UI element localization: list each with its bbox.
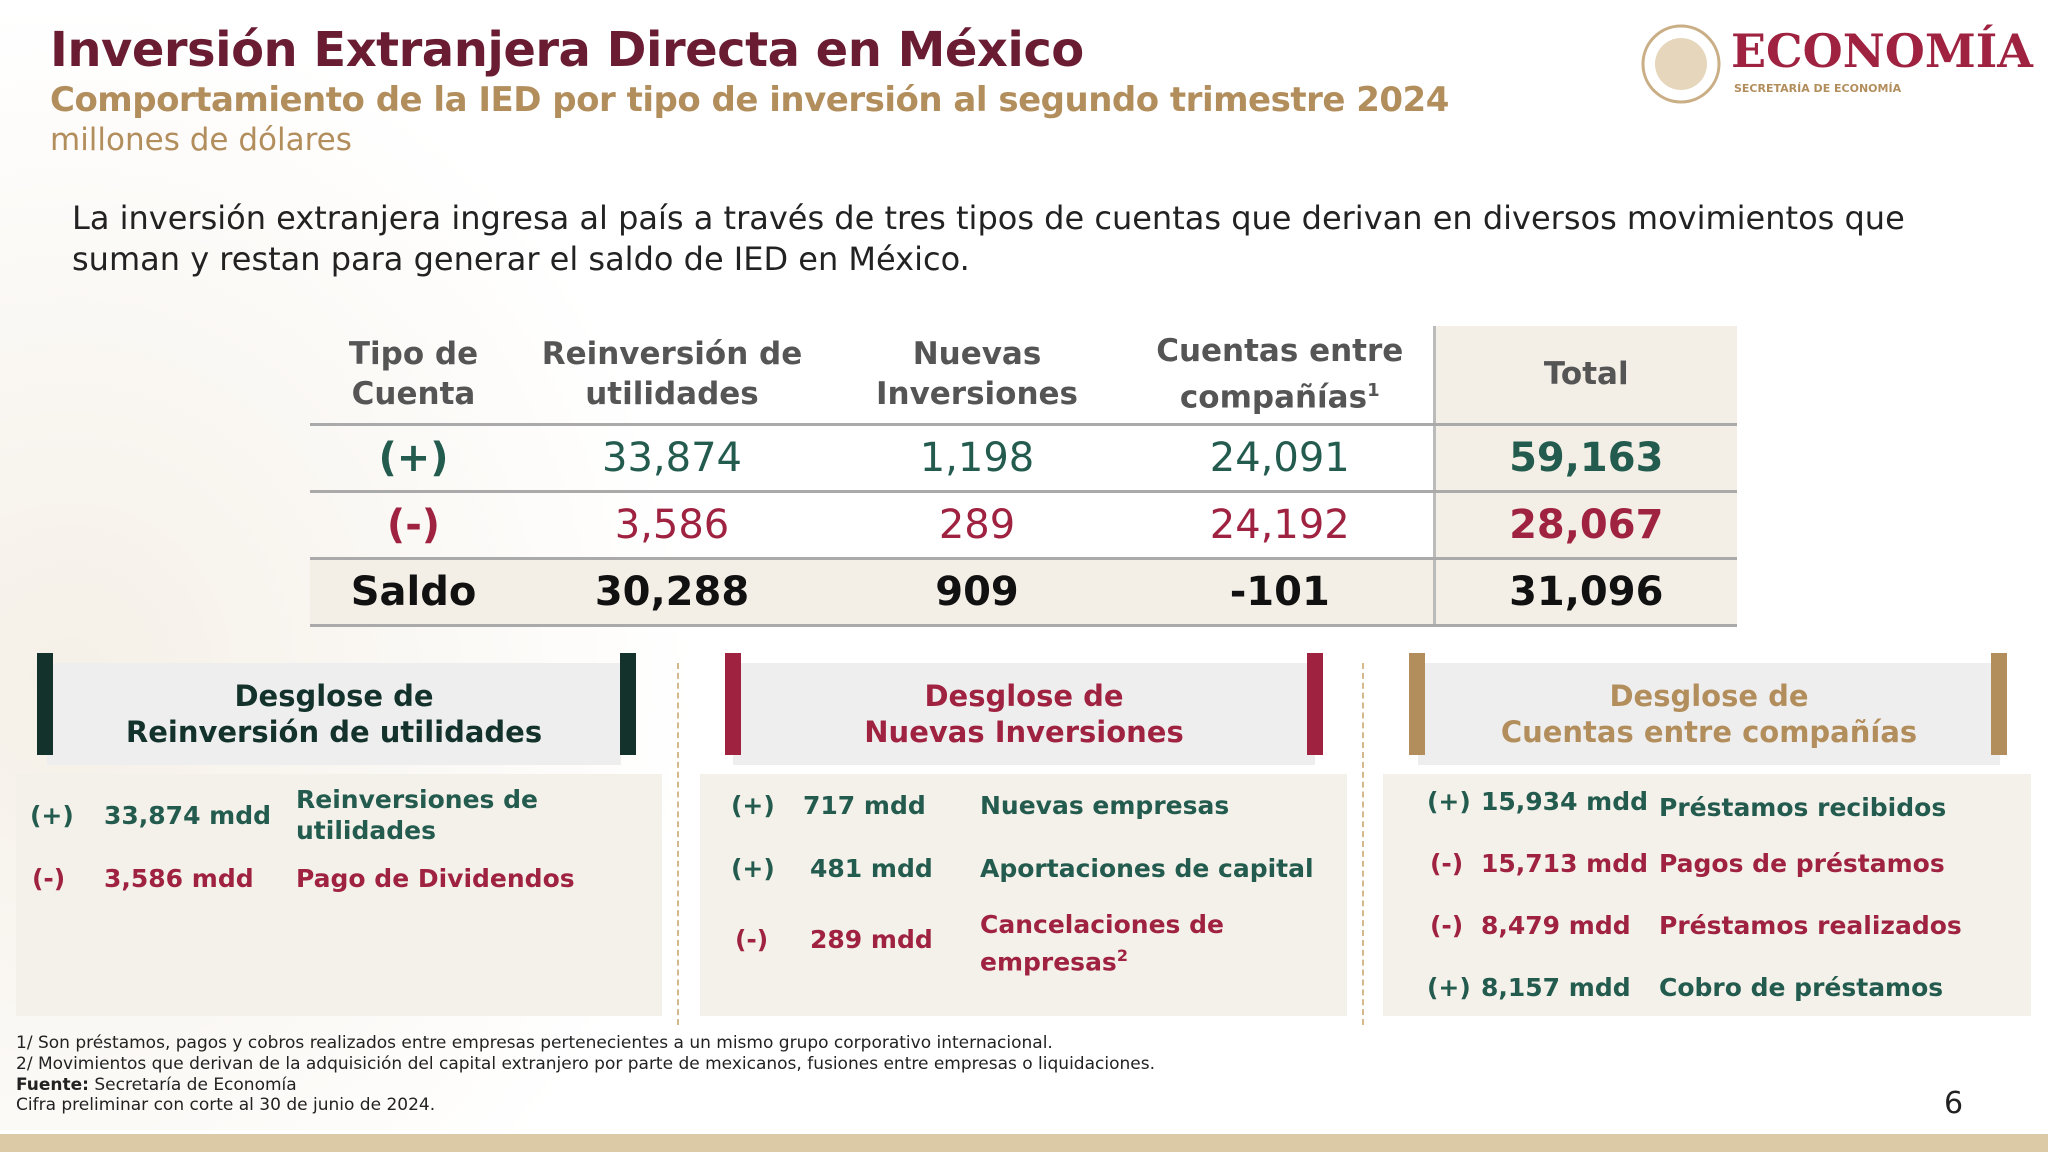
accent-bar xyxy=(725,653,741,755)
panel-reinversion-body xyxy=(16,774,662,1016)
total-cell: 59,163 xyxy=(1432,424,1737,493)
source: Fuente: Secretaría de Economía xyxy=(16,1075,297,1095)
amount: 8,479 mdd xyxy=(1481,911,1631,940)
item-label: Cancelaciones de empresas2 xyxy=(980,909,1240,977)
item-label: Préstamos recibidos xyxy=(1659,793,1947,822)
logo-subtext: SECRETARÍA DE ECONOMÍA xyxy=(1734,82,1902,95)
header-tipo: Tipo de Cuenta xyxy=(310,326,517,426)
cell: 24,192 xyxy=(1127,491,1434,560)
sign: (-) xyxy=(32,864,66,893)
amount: 15,934 mdd xyxy=(1481,787,1649,816)
panel-title: Nuevas Inversiones xyxy=(864,715,1184,749)
row-label: (+) xyxy=(310,424,517,493)
panel-title: Reinversión de utilidades xyxy=(125,715,543,749)
item-label: Pago de Dividendos xyxy=(296,864,575,893)
accent-bar xyxy=(1409,653,1425,755)
sign: (+) xyxy=(30,801,74,830)
page-number: 6 xyxy=(1944,1086,1964,1121)
amount: 3,586 mdd xyxy=(104,864,254,893)
item-label: Cobro de préstamos xyxy=(1659,973,1944,1002)
item-label: Nuevas empresas xyxy=(980,791,1230,820)
panel-nuevas-header: Desglose de Nuevas Inversiones xyxy=(733,663,1315,765)
panel-nuevas-body xyxy=(700,774,1347,1016)
bottom-band xyxy=(0,1134,2048,1152)
cell: 909 xyxy=(827,558,1127,627)
sign: (+) xyxy=(1427,787,1471,816)
accent-bar xyxy=(37,653,53,755)
item-label-text: Cancelaciones de empresas xyxy=(980,910,1224,977)
panel-title: Desglose de xyxy=(924,679,1124,713)
economia-logo: ECONOMÍA SECRETARÍA DE ECONOMÍA xyxy=(1639,20,2033,106)
footnote-2: 2/ Movimientos que derivan de la adquisi… xyxy=(16,1054,1155,1074)
cutoff-note: Cifra preliminar con corte al 30 de juni… xyxy=(16,1095,436,1115)
sign: (-) xyxy=(1430,849,1464,878)
item-label: Préstamos realizados xyxy=(1659,911,1962,940)
sign: (-) xyxy=(735,925,769,954)
accent-bar xyxy=(1307,653,1323,755)
cell: -101 xyxy=(1127,558,1434,627)
source-text: Secretaría de Economía xyxy=(88,1075,297,1095)
amount: 8,157 mdd xyxy=(1481,973,1631,1002)
table-row-saldo: Saldo 30,288 909 -101 31,096 xyxy=(310,558,1737,627)
sign: (+) xyxy=(731,854,775,883)
logo-text: ECONOMÍA xyxy=(1731,24,2033,78)
amount: 481 mdd xyxy=(810,854,933,883)
total-cell: 28,067 xyxy=(1432,491,1737,560)
summary-table: Tipo de Cuenta Reinversión de utilidades… xyxy=(310,326,1737,627)
units-label: millones de dólares xyxy=(50,122,352,158)
table-row: (-) 3,586 289 24,192 28,067 xyxy=(310,491,1737,560)
row-label: Saldo xyxy=(310,558,517,627)
page-title: Inversión Extranjera Directa en México xyxy=(50,22,1084,78)
panel-cuentas-header: Desglose de Cuentas entre compañías xyxy=(1418,663,2000,765)
sign: (+) xyxy=(731,791,775,820)
item-label: Aportaciones de capital xyxy=(980,854,1314,883)
header-reinversion: Reinversión de utilidades xyxy=(517,326,827,426)
page-subtitle: Comportamiento de la IED por tipo de inv… xyxy=(50,80,1449,120)
footnote-ref: 1 xyxy=(1367,380,1380,402)
item-label: Pagos de préstamos xyxy=(1659,849,1945,878)
footnote-ref: 2 xyxy=(1116,946,1128,965)
panel-title: Desglose de xyxy=(234,679,434,713)
cell: 24,091 xyxy=(1127,424,1434,493)
total-cell: 31,096 xyxy=(1432,558,1737,627)
footnote-1: 1/ Son préstamos, pagos y cobros realiza… xyxy=(16,1033,1053,1053)
amount: 33,874 mdd xyxy=(104,801,272,830)
panel-cuentas-body xyxy=(1383,774,2031,1016)
cell: 3,586 xyxy=(517,491,827,560)
panel-title: Desglose de xyxy=(1609,679,1809,713)
divider xyxy=(1362,663,1364,1025)
intro-text: La inversión extranjera ingresa al país … xyxy=(72,199,1905,278)
row-label: (-) xyxy=(310,491,517,560)
amount: 289 mdd xyxy=(810,925,933,954)
panel-reinversion-header: Desglose de Reinversión de utilidades xyxy=(47,663,621,765)
source-label: Fuente: xyxy=(16,1075,89,1095)
panel-title: Cuentas entre compañías xyxy=(1500,715,1918,749)
cell: 289 xyxy=(827,491,1127,560)
cell: 1,198 xyxy=(827,424,1127,493)
table-header-row: Tipo de Cuenta Reinversión de utilidades… xyxy=(310,326,1737,426)
sign: (+) xyxy=(1427,973,1471,1002)
header-nuevas: Nuevas Inversiones xyxy=(827,326,1127,426)
coat-of-arms-icon xyxy=(1641,24,1721,104)
header-total: Total xyxy=(1432,326,1737,426)
amount: 15,713 mdd xyxy=(1481,849,1649,878)
sign: (-) xyxy=(1430,911,1464,940)
header-cuentas-text: Cuentas entre compañías xyxy=(1156,333,1404,416)
header-cuentas: Cuentas entre compañías1 xyxy=(1127,326,1434,426)
accent-bar xyxy=(1991,653,2007,755)
item-label: Reinversiones de utilidades xyxy=(296,785,538,845)
cell: 33,874 xyxy=(517,424,827,493)
amount: 717 mdd xyxy=(803,791,926,820)
accent-bar xyxy=(620,653,636,755)
table-row: (+) 33,874 1,198 24,091 59,163 xyxy=(310,424,1737,493)
divider xyxy=(677,663,679,1025)
cell: 30,288 xyxy=(517,558,827,627)
